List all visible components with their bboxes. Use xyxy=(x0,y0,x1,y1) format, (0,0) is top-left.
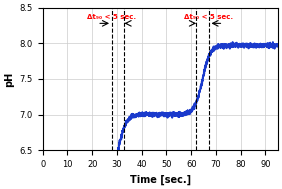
Text: Δt₉₀ < 5 sec.: Δt₉₀ < 5 sec. xyxy=(87,14,136,20)
X-axis label: Time [sec.]: Time [sec.] xyxy=(130,175,191,185)
Text: Δt₉₀ < 5 sec.: Δt₉₀ < 5 sec. xyxy=(184,14,233,20)
Y-axis label: pH: pH xyxy=(4,71,14,87)
